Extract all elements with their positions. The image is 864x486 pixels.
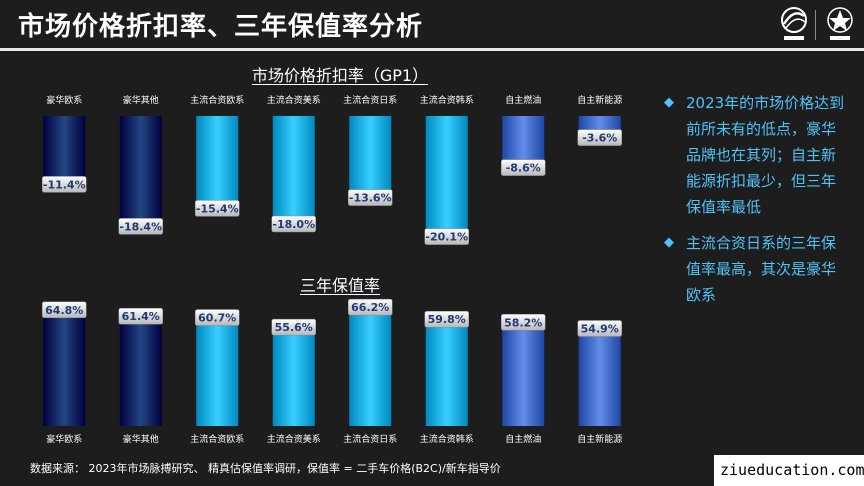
value-label-text: -11.4%: [43, 178, 86, 191]
value-label-text: -18.4%: [119, 220, 162, 233]
insights-list: ◆ 2023年的市场价格达到前所未有的低点，豪华品牌也在其列；自主新能源折扣最少…: [664, 90, 850, 318]
category-label: 主流合资欧系: [190, 433, 244, 445]
category-label: 主流合资欧系: [190, 94, 244, 106]
value-label-text: 58.2%: [504, 316, 542, 329]
value-label: 60.7%: [195, 309, 240, 326]
brand-logo-icon: [781, 7, 807, 40]
value-label-box: [577, 320, 622, 337]
value-label-box: [42, 176, 87, 193]
page-title: 市场价格折扣率、三年保值率分析: [18, 12, 424, 42]
discount-bar: [349, 116, 392, 198]
value-label-box: [271, 318, 316, 336]
discount-bar: [272, 116, 315, 224]
value-label: -8.6%: [501, 159, 546, 176]
value-label-box: [271, 215, 316, 233]
discount-rate-chart: 豪华欧系 -11.4% 豪华其他 -18.4% 主流合资欧系 -15.4% 主流合资美系 -1…: [42, 94, 622, 245]
value-label-box: [42, 301, 87, 319]
value-label: -13.6%: [348, 189, 393, 206]
category-label: 自主燃油: [505, 433, 541, 445]
insight-item: ◆ 2023年的市场价格达到前所未有的低点，豪华品牌也在其列；自主新能源折扣最少…: [664, 90, 850, 220]
value-label-box: [118, 218, 163, 235]
category-label: 主流合资韩系: [420, 94, 474, 106]
category-label: 主流合资日系: [343, 94, 397, 106]
value-label-text: 64.8%: [45, 304, 83, 317]
value-label-box: [118, 307, 163, 325]
value-label-box: [424, 310, 469, 328]
value-label: 66.2%: [348, 298, 393, 316]
value-label-box: [195, 200, 240, 217]
value-label-text: 59.8%: [428, 313, 466, 326]
value-label: 54.9%: [577, 320, 622, 337]
retention-bar: [43, 303, 86, 426]
value-label-text: 61.4%: [122, 310, 160, 323]
category-label: 豪华欧系: [46, 433, 82, 445]
retention-bar: [272, 321, 315, 426]
category-label: 主流合资美系: [267, 433, 321, 445]
value-label-text: -15.4%: [196, 202, 239, 215]
discount-bar: [43, 116, 86, 185]
value-label-text: 54.9%: [581, 322, 619, 335]
category-label: 自主燃油: [505, 94, 541, 106]
value-label: -11.4%: [42, 176, 87, 193]
value-label: 55.6%: [271, 318, 316, 336]
retention-bar: [119, 310, 162, 426]
value-label-text: 66.2%: [351, 301, 389, 314]
category-label: 自主新能源: [577, 433, 622, 445]
value-label: -20.1%: [424, 228, 469, 245]
category-label: 主流合资韩系: [420, 433, 474, 445]
value-label-text: 60.7%: [198, 312, 236, 325]
retention-bar: [502, 316, 545, 426]
value-label-box: [195, 309, 240, 326]
value-label-box: [501, 159, 546, 176]
category-label: 主流合资日系: [343, 433, 397, 445]
value-label-text: -13.6%: [349, 192, 392, 205]
watermark: ziueducation.com: [714, 455, 864, 486]
value-label: 59.8%: [424, 310, 469, 328]
value-label-box: [348, 189, 393, 206]
value-label: 61.4%: [118, 307, 163, 325]
chart-title-retention: 三年保值率: [299, 276, 380, 295]
logo-divider: [815, 10, 816, 40]
insight-item: ◆ 主流合资日系的三年保值率最高，其次是豪华欧系: [664, 230, 850, 308]
title-rule: [0, 48, 864, 51]
value-label-text: -18.0%: [272, 218, 315, 231]
category-label: 主流合资美系: [267, 94, 321, 106]
insight-text: 主流合资日系的三年保值率最高，其次是豪华欧系: [686, 234, 837, 304]
category-label: 自主新能源: [577, 94, 622, 106]
value-label: 58.2%: [501, 314, 546, 331]
value-label: -15.4%: [195, 200, 240, 217]
category-label: 豪华其他: [123, 94, 159, 106]
discount-bar: [196, 116, 239, 209]
retention-rate-chart: 64.8% 豪华欧系 61.4% 豪华其他 60.7% 主流合资欧系 55.6% 主流合资美系…: [42, 298, 622, 445]
diamond-bullet-icon: ◆: [664, 235, 674, 250]
chart-title-discount: 市场价格折扣率（GP1）: [251, 66, 429, 85]
value-label-box: [501, 314, 546, 331]
cadc-logo-icon: [827, 7, 853, 40]
data-source-note: 数据来源： 2023年市场脉搏研究、 精真估保值率调研，保值率 = 二手车价格(…: [30, 462, 501, 475]
value-label-box: [577, 129, 622, 146]
title-bar: 市场价格折扣率、三年保值率分析: [0, 0, 864, 48]
discount-bar: [502, 116, 545, 168]
value-label: -3.6%: [577, 129, 622, 146]
value-label-text: -8.6%: [506, 162, 541, 175]
insight-text: 2023年的市场价格达到前所未有的低点，豪华品牌也在其列；自主新能源折扣最少，但…: [686, 94, 845, 216]
value-label: -18.0%: [271, 215, 316, 233]
value-label: 64.8%: [42, 301, 87, 319]
value-label-text: 55.6%: [275, 321, 313, 334]
diamond-bullet-icon: ◆: [664, 95, 674, 110]
discount-bar: [119, 116, 162, 227]
value-label-box: [348, 298, 393, 316]
category-label: 豪华其他: [123, 433, 159, 445]
discount-bar: [425, 116, 468, 237]
value-label: -18.4%: [118, 218, 163, 235]
retention-bar: [349, 301, 392, 426]
value-label-text: -20.1%: [425, 231, 468, 244]
value-label-text: -3.6%: [582, 132, 617, 145]
value-label-box: [424, 228, 469, 245]
retention-bar: [425, 313, 468, 426]
category-label: 豪华欧系: [46, 94, 82, 106]
retention-bar: [578, 322, 621, 426]
retention-bar: [196, 311, 239, 426]
